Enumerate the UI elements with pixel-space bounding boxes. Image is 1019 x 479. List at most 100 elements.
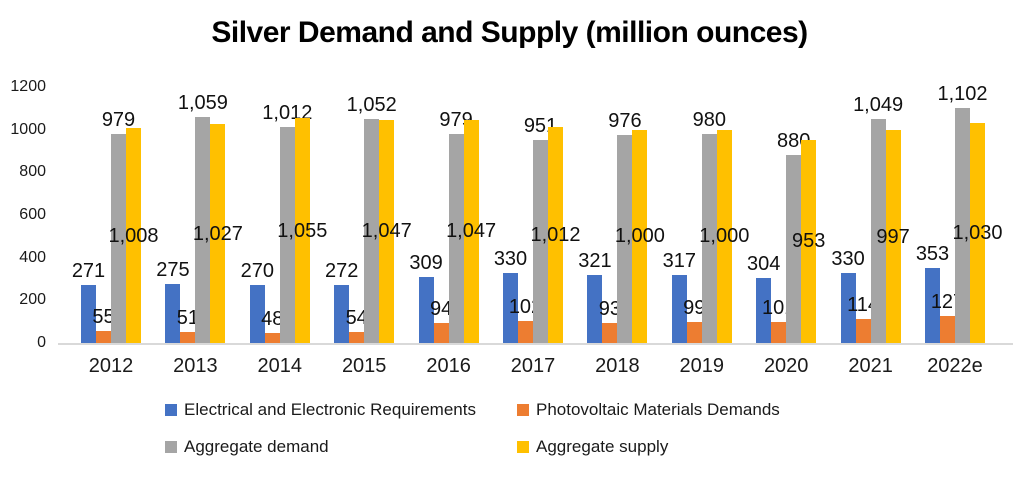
bar-electrical-and-electronic-requirements-2020 <box>756 278 772 343</box>
legend-swatch-photovoltaic-materials-demands <box>517 404 529 416</box>
legend-label: Aggregate supply <box>536 437 669 456</box>
data-label-photovoltaic-materials-demands-2016: 94 <box>429 297 453 320</box>
data-label-aggregate-supply-2012: 1,008 <box>108 224 159 247</box>
legend-swatch-electrical-and-electronic-requirements <box>165 404 177 416</box>
bar-electrical-and-electronic-requirements-2015 <box>334 285 350 343</box>
bar-photovoltaic-materials-demands-2016 <box>433 322 449 343</box>
x-axis-tick-label-2019: 2019 <box>679 355 725 377</box>
data-label-electrical-and-electronic-requirements-2021: 330 <box>831 247 865 270</box>
data-label-electrical-and-electronic-requirements-2014: 270 <box>240 260 274 283</box>
bar-aggregate-demand-2015 <box>364 118 380 343</box>
bar-group-2013: 275 51 1,059 1,027 <box>156 0 243 343</box>
data-label-electrical-and-electronic-requirements-2019: 317 <box>662 250 696 273</box>
bar-electrical-and-electronic-requirements-2018 <box>587 274 603 343</box>
legend-swatch-aggregate-supply <box>517 441 529 453</box>
bar-aggregate-demand-2022e <box>955 107 970 343</box>
bar-aggregate-supply-2022e <box>970 123 985 343</box>
legend-swatch-aggregate-demand <box>165 441 177 453</box>
bar-aggregate-demand-2021 <box>870 119 886 343</box>
plot-area: 0 200 400 600 800 1000 1200 271 55 979 1,008 2012 27… <box>10 0 1013 377</box>
data-label-aggregate-supply-2016: 1,047 <box>446 220 497 243</box>
chart-title: Silver Demand and Supply (million ounces… <box>211 16 808 49</box>
bar-photovoltaic-materials-demands-2017 <box>518 321 533 343</box>
data-label-photovoltaic-materials-demands-2015: 54 <box>345 306 368 329</box>
bar-aggregate-supply-2015 <box>379 119 395 343</box>
data-label-aggregate-supply-2015: 1,047 <box>361 220 412 243</box>
data-label-photovoltaic-materials-demands-2019: 99 <box>683 296 706 319</box>
bar-electrical-and-electronic-requirements-2022e <box>925 267 940 343</box>
data-label-aggregate-supply-2018: 1,000 <box>614 225 665 248</box>
bar-aggregate-supply-2020 <box>801 139 817 343</box>
data-label-electrical-and-electronic-requirements-2012: 271 <box>71 260 106 283</box>
bar-photovoltaic-materials-demands-2021 <box>855 318 871 343</box>
data-label-aggregate-supply-2020: 953 <box>792 230 826 253</box>
bar-aggregate-demand-2014 <box>279 127 295 343</box>
data-label-electrical-and-electronic-requirements-2020: 304 <box>747 253 781 276</box>
x-axis-tick-label-2016: 2016 <box>426 355 471 377</box>
bar-group-2021: 330 114 1,049 997 <box>831 0 910 343</box>
bar-electrical-and-electronic-requirements-2016 <box>418 277 434 343</box>
bar-group-2014: 270 48 1,012 1,055 <box>241 0 327 343</box>
data-label-aggregate-demand-2013: 1,059 <box>177 92 228 115</box>
legend-label: Electrical and Electronic Requirements <box>184 400 476 419</box>
y-axis-tick-label: 200 <box>19 291 46 309</box>
x-axis-tick-label-2013: 2013 <box>173 355 218 377</box>
legend-label: Photovoltaic Materials Demands <box>536 400 780 419</box>
x-axis-tick-label-2021: 2021 <box>848 355 893 377</box>
y-axis-tick-label: 400 <box>19 248 46 266</box>
bar-group-2016: 309 94 979 1,047 <box>409 0 496 343</box>
bar-aggregate-demand-2016 <box>448 134 464 343</box>
bar-photovoltaic-materials-demands-2020 <box>771 321 787 343</box>
data-label-aggregate-supply-2013: 1,027 <box>192 222 243 245</box>
bar-photovoltaic-materials-demands-2018 <box>602 323 618 343</box>
y-axis-tick-label: 800 <box>19 163 46 181</box>
x-axis-tick-label-2020: 2020 <box>763 355 809 377</box>
data-label-aggregate-demand-2015: 1,052 <box>346 93 397 116</box>
bar-electrical-and-electronic-requirements-2014 <box>249 285 265 343</box>
legend-item-aggregate-supply: Aggregate supply <box>517 437 780 456</box>
bar-aggregate-demand-2013 <box>195 117 211 343</box>
bar-aggregate-demand-2018 <box>617 134 633 343</box>
data-label-aggregate-supply-2017: 1,012 <box>530 224 581 247</box>
data-label-photovoltaic-materials-demands-2013: 51 <box>176 307 200 330</box>
y-axis-tick-label: 1000 <box>10 120 46 138</box>
bar-aggregate-demand-2019 <box>701 133 717 343</box>
data-label-electrical-and-electronic-requirements-2015: 272 <box>325 260 359 282</box>
data-label-electrical-and-electronic-requirements-2018: 321 <box>578 249 612 272</box>
data-label-electrical-and-electronic-requirements-2022e: 353 <box>915 242 950 265</box>
bar-aggregate-supply-2017 <box>548 127 563 343</box>
bar-group-2022e: 353 127 1,102 1,030 <box>916 0 1003 343</box>
x-axis-tick-label-2017: 2017 <box>510 355 556 377</box>
bar-electrical-and-electronic-requirements-2021 <box>840 272 856 343</box>
data-label-photovoltaic-materials-demands-2012: 55 <box>92 306 115 329</box>
bar-photovoltaic-materials-demands-2013 <box>180 332 196 343</box>
data-label-aggregate-supply-2021: 997 <box>876 225 910 248</box>
bar-photovoltaic-materials-demands-2015 <box>349 331 365 343</box>
data-label-aggregate-demand-2022e: 1,102 <box>937 82 988 105</box>
bar-photovoltaic-materials-demands-2022e <box>940 315 955 343</box>
legend-item-aggregate-demand: Aggregate demand <box>165 437 517 456</box>
bar-photovoltaic-materials-demands-2014 <box>264 332 280 343</box>
x-axis-tick-label-2018: 2018 <box>595 355 640 377</box>
bar-photovoltaic-materials-demands-2019 <box>686 321 702 343</box>
bar-photovoltaic-materials-demands-2012 <box>96 331 111 343</box>
bar-group-2015: 272 54 1,052 1,047 <box>325 0 412 343</box>
x-axis-line <box>58 343 1013 345</box>
legend-item-electrical-and-electronic-requirements: Electrical and Electronic Requirements <box>165 400 517 419</box>
bar-electrical-and-electronic-requirements-2013 <box>165 284 181 343</box>
data-label-electrical-and-electronic-requirements-2016: 309 <box>409 252 443 275</box>
bar-aggregate-demand-2012 <box>111 134 126 343</box>
x-axis-tick-label-2022e: 2022e <box>927 355 983 377</box>
bar-aggregate-supply-2013 <box>210 123 226 343</box>
bar-group-2012: 271 55 979 1,008 <box>72 0 159 343</box>
bar-electrical-and-electronic-requirements-2012 <box>81 285 96 343</box>
bar-electrical-and-electronic-requirements-2019 <box>671 275 687 343</box>
data-label-aggregate-demand-2018: 976 <box>608 109 642 132</box>
bar-aggregate-supply-2014 <box>294 117 310 343</box>
bar-aggregate-supply-2016 <box>463 119 479 343</box>
bar-aggregate-demand-2020 <box>786 155 802 343</box>
bar-aggregate-supply-2021 <box>885 130 901 343</box>
data-label-aggregate-demand-2012: 979 <box>101 109 136 132</box>
data-label-photovoltaic-materials-demands-2014: 48 <box>261 307 284 330</box>
